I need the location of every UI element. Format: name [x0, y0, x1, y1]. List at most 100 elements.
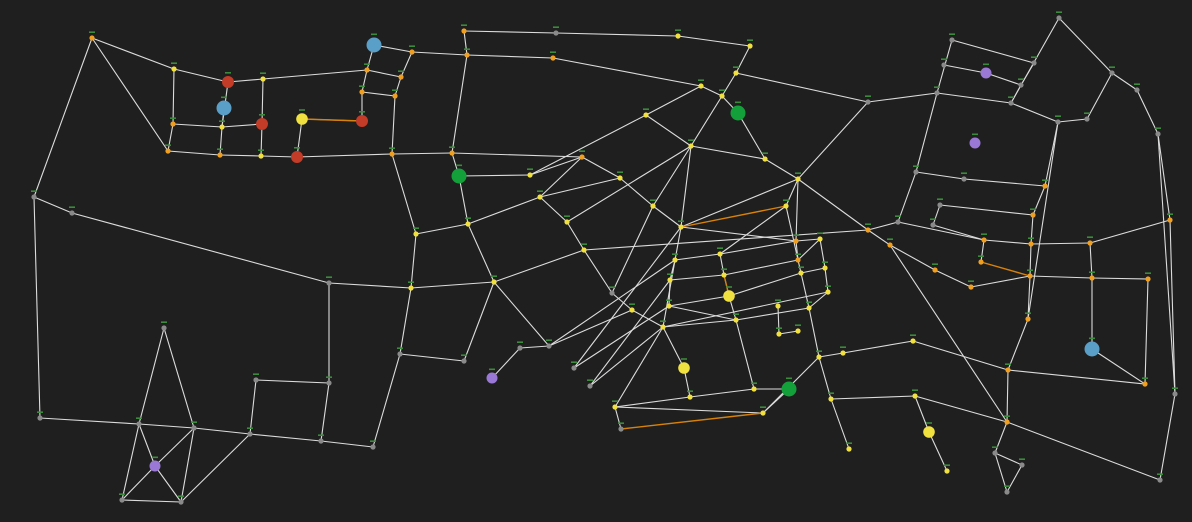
road-edge	[33, 196, 41, 419]
road-edge	[680, 178, 799, 228]
node-tag	[992, 446, 998, 448]
node-tag	[726, 286, 732, 288]
road-edge	[719, 253, 725, 276]
node-tag	[1004, 485, 1010, 487]
road-edge	[415, 223, 469, 235]
poi-node-green[interactable]	[781, 381, 797, 397]
road-edge	[797, 178, 869, 231]
junction-node	[31, 194, 37, 200]
poi-node-blue[interactable]	[366, 37, 382, 53]
junction-node	[1018, 82, 1024, 88]
road-edge	[552, 57, 702, 87]
node-tag	[1018, 78, 1024, 80]
road-edge	[662, 291, 829, 328]
junction-node	[887, 242, 893, 248]
road-edge	[1086, 72, 1113, 120]
road-edge-highlighted	[301, 118, 363, 122]
road-edge	[914, 395, 930, 433]
junction-node	[1155, 131, 1161, 137]
poi-node-yellow[interactable]	[296, 113, 308, 125]
node-tag	[1134, 83, 1140, 85]
junction-node	[1145, 276, 1151, 282]
poi-node-blue[interactable]	[216, 100, 232, 116]
node-tag	[581, 243, 587, 245]
road-edge	[296, 153, 393, 158]
poi-node-yellow[interactable]	[678, 362, 690, 374]
road-edge	[121, 499, 182, 503]
node-tag	[972, 133, 978, 136]
road-edge	[1089, 219, 1171, 244]
node-tag	[537, 190, 543, 192]
road-edge	[33, 37, 93, 198]
node-tag	[910, 334, 916, 336]
junction-node	[895, 219, 901, 225]
junction-node	[992, 450, 998, 456]
node-tag	[817, 232, 823, 234]
node-tag	[587, 379, 593, 381]
junction-node	[1089, 275, 1095, 281]
road-edge	[394, 76, 402, 97]
junction-node	[961, 176, 967, 182]
road-edge	[785, 205, 799, 261]
road-edge	[451, 152, 583, 158]
road-edge	[33, 196, 73, 214]
junction-node	[247, 431, 253, 437]
node-tag	[359, 85, 365, 87]
road-edge	[466, 54, 554, 59]
poi-node-purple[interactable]	[486, 372, 498, 384]
road-edge	[493, 249, 585, 283]
poi-node-yellow[interactable]	[723, 290, 735, 302]
poi-node-purple[interactable]	[149, 460, 161, 472]
road-edge	[491, 347, 521, 379]
road-edge	[818, 352, 844, 358]
node-tag	[733, 313, 739, 315]
road-edge	[391, 95, 396, 155]
node-tag	[119, 493, 125, 495]
node-tag	[217, 148, 223, 150]
road-edge	[1010, 102, 1059, 123]
junction-node	[1055, 119, 1061, 125]
junction-node	[968, 284, 974, 290]
road-edge	[645, 85, 702, 116]
junction-node	[822, 265, 828, 271]
poi-node-red[interactable]	[291, 151, 303, 163]
road-edge	[614, 406, 622, 430]
poi-node-purple[interactable]	[980, 67, 992, 79]
road-edge	[795, 178, 799, 242]
node-tag	[618, 422, 624, 424]
poi-node-yellow[interactable]	[923, 426, 935, 438]
node-tag	[786, 377, 792, 380]
poi-node-red[interactable]	[222, 76, 234, 88]
road-edge	[328, 282, 412, 289]
node-tag	[517, 341, 523, 343]
road-edge	[493, 281, 550, 347]
junction-node	[795, 328, 801, 334]
poi-node-green[interactable]	[451, 168, 467, 184]
poi-node-red[interactable]	[256, 118, 268, 130]
junction-node	[517, 345, 523, 351]
road-edge	[797, 101, 869, 180]
junction-node	[840, 350, 846, 356]
poi-node-red[interactable]	[356, 115, 368, 127]
road-edge	[219, 154, 262, 157]
road-edge-highlighted	[980, 261, 1031, 277]
junction-node	[806, 305, 812, 311]
road-edge	[1032, 185, 1046, 216]
node-tag	[564, 215, 570, 217]
node-tag	[912, 389, 918, 391]
poi-node-purple[interactable]	[969, 137, 981, 149]
junction-node	[579, 154, 585, 160]
node-tag	[687, 390, 693, 392]
road-edge	[539, 196, 568, 223]
node-tag	[579, 150, 585, 152]
poi-node-blue[interactable]	[1084, 341, 1100, 357]
road-edge	[138, 423, 195, 429]
road-edge	[529, 114, 647, 176]
junction-node	[776, 331, 782, 337]
road-edge	[735, 72, 869, 103]
junction-node	[762, 156, 768, 162]
poi-node-green[interactable]	[730, 105, 746, 121]
junction-node	[1031, 60, 1037, 66]
junction-node	[161, 325, 167, 331]
